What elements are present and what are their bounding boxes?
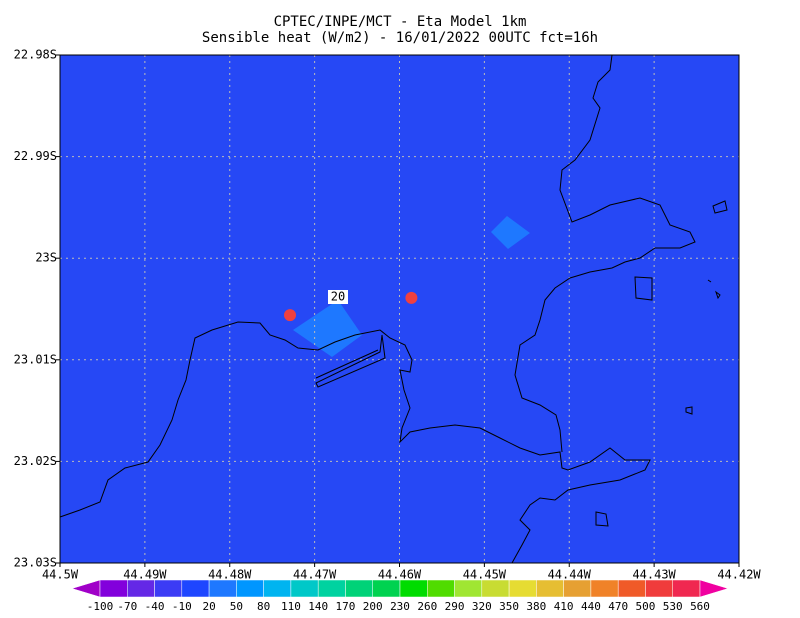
y-tick-label: 23.02S xyxy=(14,454,57,468)
coastline xyxy=(315,334,386,388)
x-tick-label: 44.44W xyxy=(548,568,592,582)
colorbar-label: 290 xyxy=(445,600,465,613)
y-tick-label: 22.99S xyxy=(14,149,57,163)
colorbar-segment xyxy=(617,579,646,598)
colorbar-segment xyxy=(263,579,292,598)
y-tick-label: 22.98S xyxy=(14,48,57,62)
colorbar-triangle xyxy=(699,579,729,598)
colorbar-label: 560 xyxy=(690,600,710,613)
colorbar-segment xyxy=(536,579,564,598)
colorbar-segment xyxy=(508,579,537,598)
colorbar-segment xyxy=(645,579,673,598)
x-tick-label: 44.43W xyxy=(632,568,676,582)
colorbar-segment xyxy=(154,579,183,598)
colorbar-label: 50 xyxy=(230,600,243,613)
coastline xyxy=(514,54,696,453)
colorbar-label: 530 xyxy=(663,600,683,613)
colorbar-segment xyxy=(345,579,373,598)
marker xyxy=(405,291,418,304)
contour-label: 20 xyxy=(331,290,345,304)
marker xyxy=(284,309,297,322)
colorbar-label: 200 xyxy=(363,600,383,613)
colorbar-label: 500 xyxy=(636,600,656,613)
colorbar-segment xyxy=(399,579,428,598)
colorbar-label: 110 xyxy=(281,600,301,613)
x-tick-label: 44.47W xyxy=(293,568,337,582)
shaded-area xyxy=(491,216,530,249)
colorbar-label: 170 xyxy=(336,600,356,613)
colorbar-segment xyxy=(181,579,210,598)
colorbar-segment xyxy=(290,579,319,598)
colorbar-segment xyxy=(454,579,483,598)
contour-label-box xyxy=(328,290,348,304)
x-tick-label: 44.46W xyxy=(378,568,422,582)
colorbar-label: 410 xyxy=(554,600,574,613)
colorbar-label: -100 xyxy=(87,600,114,613)
colorbar-segment xyxy=(427,579,455,598)
y-tick-label: 23S xyxy=(35,251,57,265)
colorbar-segment xyxy=(99,579,128,598)
x-tick-label: 44.42W xyxy=(717,568,761,582)
colorbar-label: -40 xyxy=(145,600,165,613)
y-tick-label: 23.01S xyxy=(14,352,57,366)
y-tick-label: 23.03S xyxy=(14,556,57,570)
x-tick-label: 44.45W xyxy=(463,568,507,582)
coastline xyxy=(595,200,728,527)
colorbar-segment xyxy=(208,579,237,598)
colorbar-segment xyxy=(590,579,619,598)
colorbar-triangle xyxy=(71,579,101,598)
colorbar-label: 470 xyxy=(608,600,628,613)
colorbar-label: -70 xyxy=(117,600,137,613)
colorbar-label: -10 xyxy=(172,600,192,613)
colorbar-label: 230 xyxy=(390,600,410,613)
colorbar-label: 260 xyxy=(417,600,437,613)
colorbar-segment xyxy=(672,579,701,598)
x-tick-label: 44.49W xyxy=(123,568,167,582)
colorbar-label: 20 xyxy=(202,600,215,613)
shaded-area xyxy=(293,300,362,357)
coastline xyxy=(59,321,651,564)
colorbar-label: 440 xyxy=(581,600,601,613)
colorbar-label: 320 xyxy=(472,600,492,613)
colorbar-label: 350 xyxy=(499,600,519,613)
colorbar-segment xyxy=(481,579,510,598)
colorbar-segment xyxy=(317,579,346,598)
x-tick-label: 44.48W xyxy=(208,568,252,582)
colorbar-segment xyxy=(372,579,401,598)
colorbar-segment xyxy=(563,579,592,598)
subtitle: Sensible heat (W/m2) - 16/01/2022 00UTC … xyxy=(202,30,598,46)
colorbar-label: 140 xyxy=(308,600,328,613)
colorbar-segment xyxy=(236,579,264,598)
colorbar-label: 80 xyxy=(257,600,270,613)
title: CPTEC/INPE/MCT - Eta Model 1km xyxy=(274,14,527,30)
x-tick-label: 44.5W xyxy=(42,568,79,582)
colorbar-segment xyxy=(127,579,155,598)
colorbar-label: 380 xyxy=(526,600,546,613)
